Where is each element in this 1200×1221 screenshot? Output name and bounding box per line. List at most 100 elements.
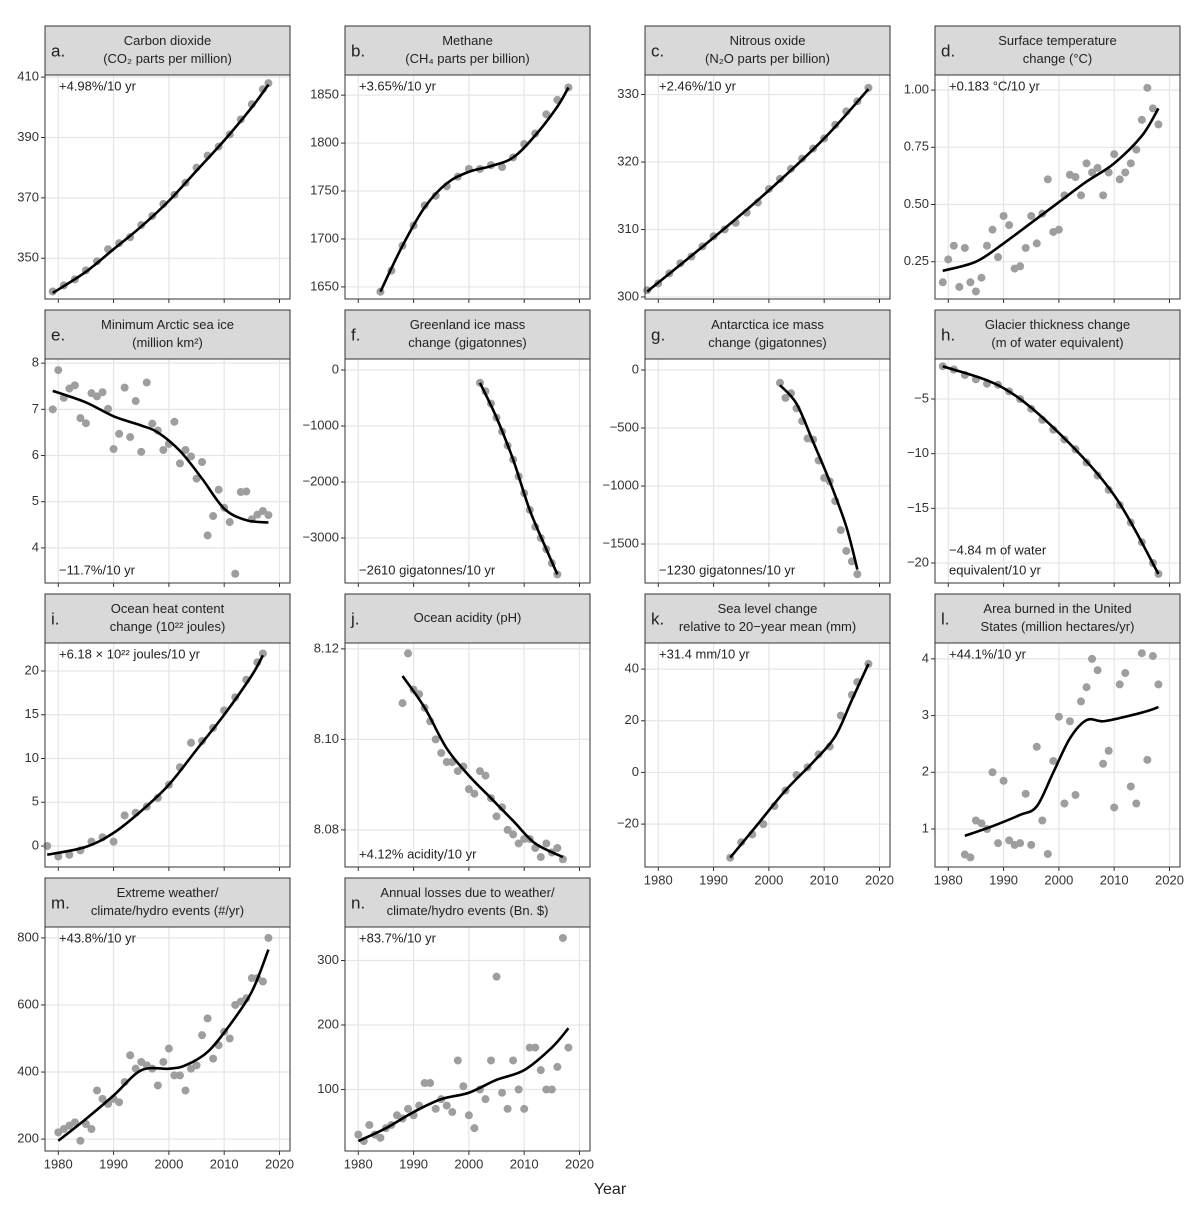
data-point xyxy=(988,225,997,234)
data-point xyxy=(492,972,501,981)
data-point xyxy=(1121,669,1130,678)
data-point xyxy=(1016,839,1025,848)
trend-line xyxy=(964,705,1159,838)
data-point xyxy=(437,748,446,757)
data-point xyxy=(192,1061,201,1070)
panel-header xyxy=(44,25,291,76)
data-point xyxy=(775,378,784,387)
y-tick-label: −1500 xyxy=(602,535,639,550)
data-point xyxy=(1154,120,1163,129)
annotation: +83.7%/10 yr xyxy=(359,930,437,945)
data-point xyxy=(459,1082,468,1091)
panel-label: c. xyxy=(651,41,664,60)
data-point xyxy=(98,1094,107,1103)
data-point xyxy=(525,1043,534,1052)
plot-background xyxy=(345,643,590,867)
data-point xyxy=(1104,746,1113,755)
data-point xyxy=(1132,799,1141,808)
trend-line xyxy=(46,654,265,857)
x-tick-label: 2020 xyxy=(865,872,894,887)
y-tick-label: 7 xyxy=(32,401,39,416)
y-tick-label: 0 xyxy=(332,361,339,376)
data-point xyxy=(1099,759,1108,768)
panel-header xyxy=(44,593,291,644)
annotation: −11.7%/10 yr xyxy=(59,562,136,577)
trend-line xyxy=(379,86,570,293)
y-tick-label: 8 xyxy=(32,355,39,370)
data-point xyxy=(126,433,135,442)
y-tick-label: 20 xyxy=(25,662,39,677)
annotation: +43.8%/10 yr xyxy=(59,930,137,945)
panel-title: Minimum Arctic sea ice xyxy=(101,317,234,332)
data-point xyxy=(175,459,184,468)
panel-title: Methane xyxy=(442,33,493,48)
annotation: −2610 gigatonnes/10 yr xyxy=(359,562,496,577)
data-point xyxy=(70,1118,79,1127)
data-point xyxy=(1104,168,1113,177)
data-point xyxy=(1071,790,1080,799)
plot-background xyxy=(935,643,1180,867)
panel-title: (N₂O parts per billion) xyxy=(705,51,830,66)
trend-line xyxy=(357,1027,570,1143)
data-point xyxy=(1032,742,1041,751)
panel: h. Glacier thickness change (m of water eq… xyxy=(907,309,1181,587)
data-point xyxy=(242,487,251,496)
data-point xyxy=(1027,211,1036,220)
data-point xyxy=(453,767,462,776)
data-point xyxy=(1060,799,1069,808)
panel-title: Glacier thickness change xyxy=(985,317,1130,332)
panel-label: d. xyxy=(941,41,955,60)
y-tick-label: 1.00 xyxy=(904,82,929,97)
y-tick-label: 400 xyxy=(17,1063,39,1078)
y-tick-label: 0.25 xyxy=(904,253,929,268)
data-point xyxy=(203,1014,212,1023)
data-point xyxy=(264,79,273,88)
panel-header xyxy=(44,309,291,360)
y-tick-label: 200 xyxy=(317,1016,339,1031)
panel-label: j. xyxy=(350,609,360,628)
y-tick-label: 410 xyxy=(17,69,39,84)
data-point xyxy=(520,1104,529,1113)
panel: b. Methane (CH₄ parts per billion) 1650 1700… xyxy=(310,25,591,303)
panel-title: Ocean heat content xyxy=(111,601,225,616)
x-tick-label: 2010 xyxy=(510,1156,539,1171)
data-point xyxy=(1088,654,1097,663)
data-point xyxy=(175,1071,184,1080)
y-tick-label: −500 xyxy=(610,419,639,434)
panel: c. Nitrous oxide (N₂O parts per billion) 30… xyxy=(617,25,891,303)
plot-background xyxy=(45,359,290,583)
plot-background xyxy=(345,359,590,583)
data-point xyxy=(109,837,118,846)
data-point xyxy=(170,1071,179,1080)
panel-label: g. xyxy=(651,325,665,344)
data-point xyxy=(65,850,74,859)
data-point xyxy=(1093,666,1102,675)
data-point xyxy=(159,1057,168,1066)
x-tick-label: 1990 xyxy=(99,1156,128,1171)
panel-label: i. xyxy=(51,609,60,628)
panel: j. Ocean acidity (pH) 8.08 8.10 8.12 +4.12% a… xyxy=(314,593,591,871)
trend-line xyxy=(729,663,870,859)
data-point xyxy=(1027,840,1036,849)
y-tick-label: 10 xyxy=(25,750,39,765)
panel: f. Greenland ice mass change (gigatonnes) 0… xyxy=(302,309,591,587)
y-tick-label: 1650 xyxy=(310,278,339,293)
data-point xyxy=(999,776,1008,785)
y-tick-label: 8.12 xyxy=(314,640,339,655)
data-point xyxy=(514,839,523,848)
x-tick-label: 1990 xyxy=(989,872,1018,887)
plot-background xyxy=(935,359,1180,583)
panel-title: (million km²) xyxy=(132,335,203,350)
data-point xyxy=(553,1062,562,1071)
x-tick-label: 1980 xyxy=(934,872,963,887)
plot-border xyxy=(644,358,891,584)
panel-title: change (10²² joules) xyxy=(110,619,226,634)
y-tick-label: −2000 xyxy=(302,473,339,488)
y-tick-label: 8.10 xyxy=(314,731,339,746)
annotation: −4.84 m of water xyxy=(949,542,1047,557)
x-tick-label: 1990 xyxy=(699,872,728,887)
panel-title: climate/hydro events (#/yr) xyxy=(91,903,244,918)
data-point xyxy=(966,853,975,862)
y-tick-label: 300 xyxy=(317,952,339,967)
